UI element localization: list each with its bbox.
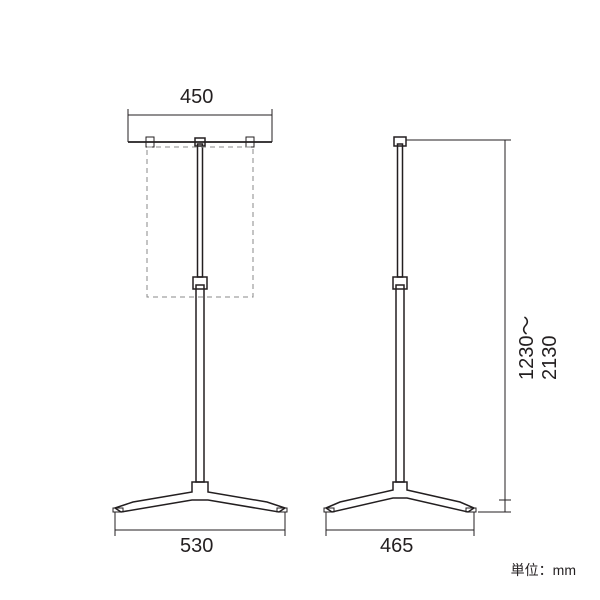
dim-top-width: 450 (180, 86, 213, 109)
dim-front-base: 530 (180, 535, 213, 558)
unit-label: 単位：mm (511, 560, 576, 580)
drawing-canvas: 450 530 465 1230～2130 単位：mm (0, 0, 600, 600)
dim-height-range: 1230～2130 (510, 290, 562, 380)
dim-side-base: 465 (380, 535, 413, 558)
